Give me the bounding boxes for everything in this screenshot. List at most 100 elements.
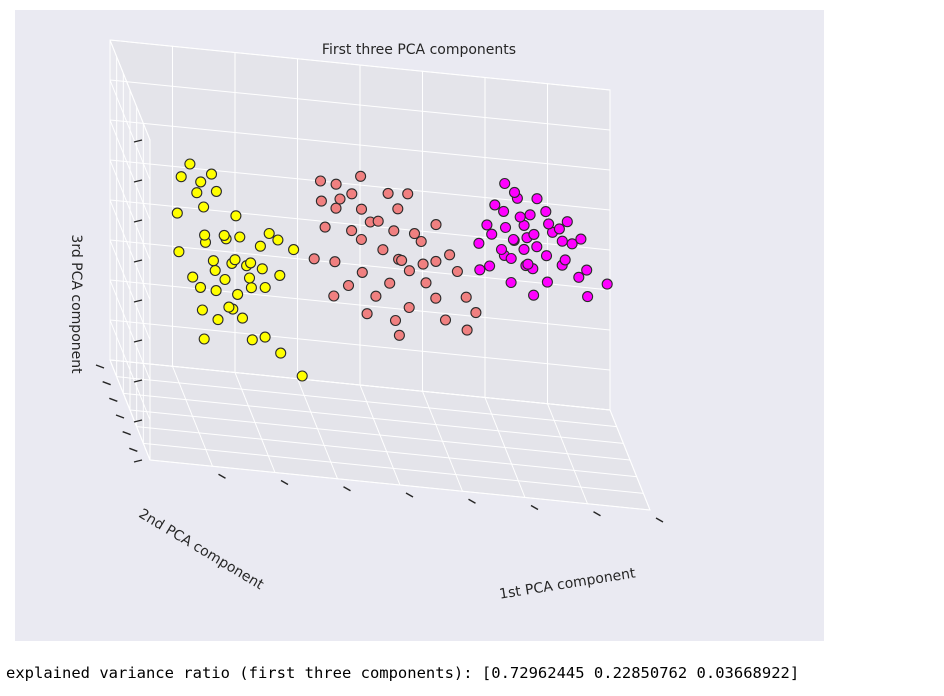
data-point [541,276,553,288]
data-point [451,265,463,278]
data-point [205,168,218,180]
tick-mark [95,364,105,369]
data-point [194,281,207,293]
grid-line [136,426,637,478]
data-point [361,308,373,320]
data-point [582,291,594,303]
data-point [377,244,389,256]
tick-mark [405,492,414,498]
data-point [540,206,552,218]
grid-line [109,319,611,371]
data-point [315,195,327,207]
data-point [393,329,405,341]
grid-line [149,459,651,511]
grid-line [109,119,611,171]
data-point [543,218,555,230]
data-point [460,291,472,303]
data-point [319,221,331,233]
data-point [346,188,358,200]
data-point [420,277,432,289]
data-point [444,249,456,261]
data-point [243,272,256,284]
data-point [184,158,196,170]
data-point [314,175,327,187]
data-point [403,301,415,314]
tick-mark [133,219,143,223]
data-point [524,209,536,221]
data-point [175,171,187,183]
data-point [505,276,517,289]
data-point [187,271,199,283]
data-point [556,235,568,247]
tick-mark [343,486,351,492]
data-point [308,253,320,265]
data-point [355,170,367,182]
grid-line [116,376,617,428]
grid-line [109,359,611,411]
data-point [245,282,257,294]
data-point [522,258,534,270]
data-point [259,281,271,294]
data-point [470,307,482,319]
data-point [330,178,342,190]
tick-mark [218,473,226,479]
data-point [439,314,452,326]
data-point [171,207,183,219]
data-point [408,228,421,240]
tick-mark [468,498,476,504]
data-point [507,233,519,246]
data-point [232,288,244,300]
data-point [430,219,442,231]
data-point [481,219,493,231]
data-point [219,273,231,286]
data-point [230,210,242,222]
tick-mark [133,419,143,423]
grid-line [123,392,624,444]
data-point [489,199,501,211]
tick-mark [133,379,143,383]
data-point [234,231,246,243]
y-axis-label: 2nd PCA component [136,506,267,593]
x-axis-label: 1st PCA component [498,565,637,602]
data-point [370,290,382,302]
data-point [173,246,185,258]
tick-mark [133,259,143,263]
z-axis-label: 3rd PCA component [68,234,84,374]
grid-lines [109,39,651,511]
grid-line [143,442,644,494]
data-point [274,269,286,281]
data-point [218,229,230,241]
data-point [403,265,415,277]
data-point [275,347,287,359]
chart-title: First three PCA components [322,42,516,58]
data-point [486,228,498,240]
tick-mark [593,511,601,517]
grid-line [109,279,611,331]
data-point [392,203,404,215]
data-point [196,304,208,316]
tick-mark [530,504,539,511]
data-point [388,225,400,237]
tick-mark [109,397,118,402]
data-point [296,370,308,382]
grid-line [109,79,611,131]
data-point [198,201,210,213]
tick-mark [122,431,131,436]
data-point [229,254,241,266]
data-point [389,314,402,327]
data-point [259,331,271,343]
data-point [246,334,258,346]
data-point [430,292,442,304]
data-point [372,215,384,227]
data-point [330,202,342,214]
data-point [484,260,496,272]
data-point [209,264,221,277]
data-point [199,229,211,241]
data-point [528,289,540,301]
data-point [531,193,543,205]
tick-mark [133,299,143,303]
data-point [263,227,275,240]
data-point [334,193,346,205]
data-point [553,223,565,235]
data-point [575,233,587,245]
